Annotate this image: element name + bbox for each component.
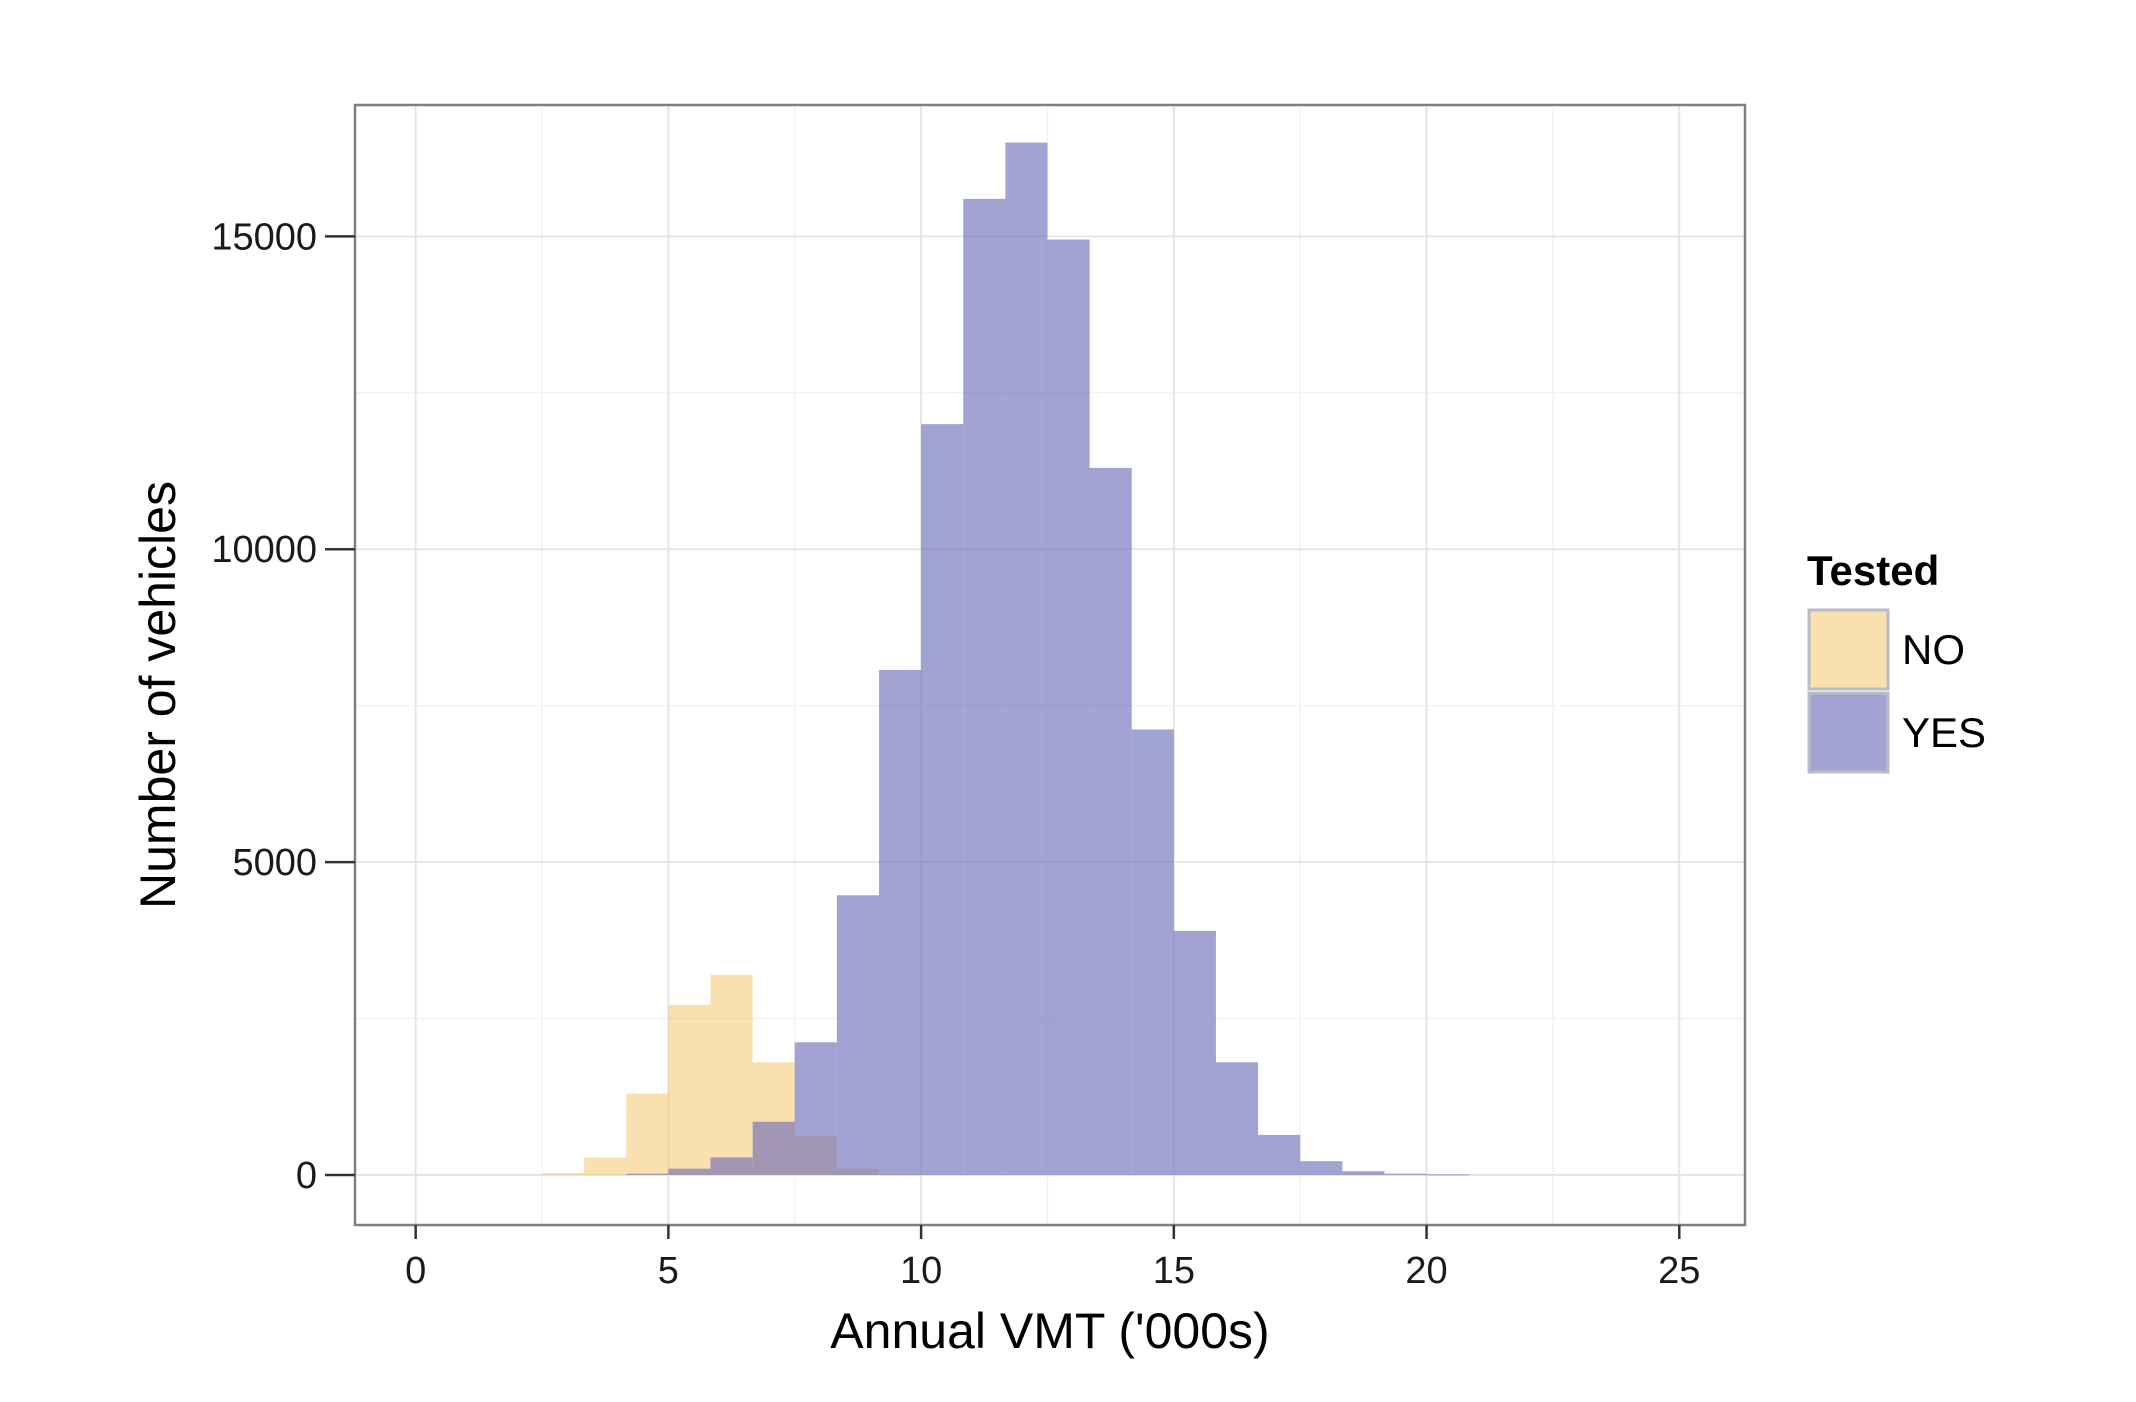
bar-yes — [1258, 1134, 1301, 1175]
bar-yes — [668, 1168, 711, 1175]
bar-yes — [963, 198, 1006, 1175]
legend-label-yes: YES — [1902, 709, 1986, 756]
bar-no — [542, 1173, 585, 1175]
bar-no — [584, 1157, 627, 1175]
bar-yes — [626, 1173, 669, 1175]
bar-yes — [794, 1042, 837, 1175]
histogram-bars — [542, 142, 1469, 1176]
bar-yes — [1426, 1174, 1469, 1176]
bar-yes — [1215, 1062, 1259, 1175]
legend-items: NO YES — [1807, 608, 1986, 774]
y-axis: 0 5000 10000 15000 — [211, 216, 355, 1197]
x-tick-label: 15 — [1153, 1250, 1195, 1292]
bar-no — [710, 974, 753, 1175]
plot-panel — [353, 103, 1747, 1227]
bar-no — [668, 1004, 711, 1175]
y-axis-title: Number of vehicles — [130, 481, 186, 909]
legend: Tested NO YES — [1807, 547, 1986, 774]
x-tick-label: 0 — [405, 1250, 426, 1292]
legend-title: Tested — [1807, 547, 1939, 594]
bar-yes — [1384, 1173, 1427, 1175]
bar-yes — [1047, 239, 1090, 1175]
bar-yes — [1005, 142, 1048, 1175]
bar-yes — [752, 1121, 795, 1175]
bar-yes — [1173, 930, 1216, 1175]
legend-label-no: NO — [1902, 626, 1965, 673]
legend-swatch-no — [1807, 608, 1890, 691]
x-tick-label: 10 — [900, 1250, 942, 1292]
x-axis-title: Annual VMT ('000s) — [830, 1303, 1269, 1359]
y-tick-label: 10000 — [211, 529, 317, 571]
y-tick-label: 5000 — [232, 842, 317, 884]
bar-yes — [879, 670, 922, 1175]
y-tick-label: 0 — [296, 1155, 317, 1197]
x-tick-label: 20 — [1405, 1250, 1447, 1292]
bar-yes — [1131, 729, 1174, 1175]
bar-yes — [836, 895, 880, 1175]
bar-yes — [1300, 1161, 1343, 1175]
bar-yes — [1089, 467, 1132, 1175]
bar-yes — [921, 424, 964, 1175]
series-yes — [626, 142, 1469, 1176]
bar-no — [626, 1093, 669, 1175]
x-tick-label: 25 — [1658, 1250, 1700, 1292]
bar-yes — [1342, 1171, 1385, 1175]
y-tick-label: 15000 — [211, 216, 317, 258]
bar-yes — [710, 1157, 753, 1175]
panel-border — [353, 103, 1747, 1227]
x-tick-label: 5 — [658, 1250, 679, 1292]
legend-swatch-yes — [1807, 691, 1890, 774]
x-axis: 0 5 10 15 20 25 — [405, 1225, 1700, 1292]
